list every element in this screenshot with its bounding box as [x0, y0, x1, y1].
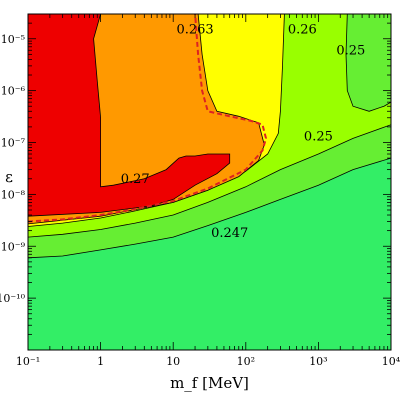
y-tick-label: 10⁻⁸: [1, 188, 26, 201]
contour-label: 0.25: [336, 43, 365, 58]
x-tick-label: 10³: [309, 355, 327, 368]
dashed-contour-line: [28, 14, 268, 223]
contour-regions: [28, 14, 391, 350]
contour-label: 0.247: [211, 226, 248, 241]
y-tick-label: 10⁻⁷: [1, 137, 26, 150]
x-tick-label: 1: [97, 355, 104, 368]
x-tick-label: 10⁻¹: [16, 355, 40, 368]
axis-ticks: 10⁻¹ 1 10 10² 10³ 10⁴ 10⁻¹⁰ 10⁻⁹ 10⁻⁸ 10⁻⁷ 10⁻⁶ 10⁻…: [0, 13, 401, 368]
x-tick-label: 10⁴: [382, 355, 401, 368]
contour-label: 0.27: [121, 172, 150, 187]
x-tick-label: 10: [166, 355, 180, 368]
contour-lines: [28, 14, 268, 223]
contour-label: 0.263: [176, 23, 213, 38]
contour-label: 0.26: [288, 23, 317, 38]
y-tick-label: 10⁻⁹: [1, 240, 26, 253]
region-region_025: [345, 14, 391, 112]
y-tick-label: 10⁻⁵: [1, 33, 25, 46]
contour-label: 0.25: [304, 130, 333, 145]
y-tick-label: 10⁻⁶: [1, 85, 26, 98]
x-axis-title: m_f [MeV]: [170, 374, 249, 392]
y-axis-title: ε: [5, 168, 13, 186]
plot-frame: [27, 13, 392, 351]
region-region_027_red: [28, 14, 231, 217]
y-tick-label: 10⁻¹⁰: [0, 292, 26, 305]
contour-labels: 0.263 0.26 0.25 0.25 0.27 0.247: [121, 23, 366, 241]
x-tick-label: 10²: [237, 355, 255, 368]
